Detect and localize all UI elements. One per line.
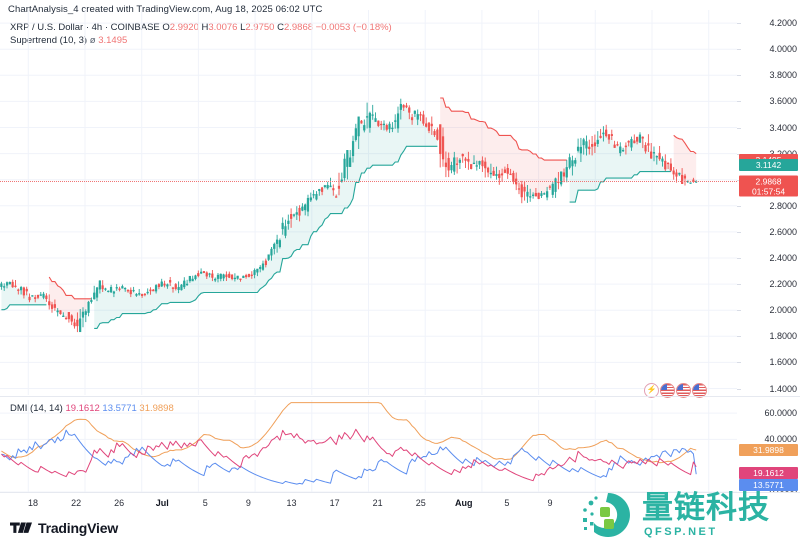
price-scale-tick-mark bbox=[737, 336, 741, 338]
high-value: 3.0076 bbox=[208, 22, 238, 33]
lightning-icon[interactable]: ⚡ bbox=[644, 383, 659, 398]
us-flag-icon[interactable] bbox=[692, 383, 707, 398]
price-scale-tick-mark bbox=[737, 310, 741, 312]
time-scale-tick: 13 bbox=[286, 498, 297, 508]
price-scale-tick-mark bbox=[737, 258, 741, 259]
close-value: 2.9868 bbox=[283, 22, 314, 33]
price-scale-tick: 2.0000 bbox=[769, 305, 797, 316]
tradingview-mark-icon bbox=[10, 522, 32, 533]
time-scale-tick: 25 bbox=[415, 498, 426, 508]
price-scale-tick-mark bbox=[737, 205, 741, 207]
us-flag-icon[interactable] bbox=[676, 383, 691, 398]
pane-separator[interactable] bbox=[0, 396, 737, 397]
last-price-badge[interactable]: 2.9868 01:57:54 bbox=[739, 175, 798, 197]
time-scale-tick: Aug bbox=[455, 498, 473, 508]
time-scale-tick: 22 bbox=[71, 498, 82, 508]
dmi-plus-di-value: 19.1612 bbox=[65, 403, 100, 414]
price-scale-tick: 4.2000 bbox=[769, 18, 797, 29]
price-scale-tick: 1.8000 bbox=[769, 331, 797, 342]
price-scale-tick-mark bbox=[737, 127, 741, 129]
dmi-plus-di-badge[interactable]: 19.1612 bbox=[739, 466, 798, 479]
dmi-scale-tick: 40.0000 bbox=[764, 434, 797, 445]
dmi-legend: DMI (14, 14) 19.1612 13.5771 31.9898 bbox=[10, 403, 174, 414]
price-scale-tick: 2.2000 bbox=[769, 279, 797, 290]
open-value: 2.9920 bbox=[169, 22, 199, 33]
supertrend-legend-row: Supertrend (10, 3) ø 3.1495 bbox=[10, 34, 392, 47]
low-label: L bbox=[240, 22, 246, 33]
price-pane[interactable] bbox=[0, 10, 737, 395]
price-scale-tick: 1.4000 bbox=[769, 383, 797, 394]
supertrend-indicator-value: 3.1495 bbox=[98, 35, 128, 46]
price-scale-tick-mark bbox=[737, 75, 741, 77]
last-price-badge-value: 2.9868 bbox=[755, 176, 782, 187]
time-scale-tick: 18 bbox=[27, 498, 39, 508]
time-scale-tick: 9 bbox=[547, 498, 553, 508]
last-price-dotted-line bbox=[0, 181, 737, 183]
price-scale-tick: 3.8000 bbox=[769, 70, 797, 81]
price-scale-tick-mark bbox=[737, 23, 741, 25]
scale-pane-divider bbox=[737, 396, 800, 397]
us-flag-icon[interactable] bbox=[660, 383, 675, 398]
supertrend-indicator-name[interactable]: Supertrend (10, 3) bbox=[10, 35, 88, 46]
time-scale-tick: 26 bbox=[114, 498, 125, 508]
price-scale-tick: 2.6000 bbox=[769, 226, 797, 237]
price-scale-tick-mark bbox=[737, 49, 741, 51]
price-scale-tick: 4.0000 bbox=[769, 44, 797, 55]
price-scale-tick-mark bbox=[737, 388, 741, 390]
supertrend-lower-badge-value: 3.1142 bbox=[755, 159, 782, 170]
price-chart-svg bbox=[0, 10, 737, 395]
close-label: C bbox=[277, 22, 284, 33]
price-scale-tick: 3.2000 bbox=[769, 149, 797, 159]
dmi-minus-di-badge[interactable]: 13.5771 bbox=[739, 479, 798, 492]
price-scale-tick: 2.4000 bbox=[769, 253, 797, 263]
dmi-indicator-name[interactable]: DMI (14, 14) bbox=[10, 403, 63, 414]
time-scale-tick: 5 bbox=[202, 498, 208, 508]
low-value: 2.9750 bbox=[245, 22, 275, 33]
dmi-minus-di-value: 13.5771 bbox=[102, 403, 137, 414]
price-scale-tick: 3.4000 bbox=[769, 122, 797, 133]
price-scale-tick-mark bbox=[737, 101, 741, 103]
dmi-scale-tick: 60.0000 bbox=[764, 408, 797, 419]
time-scale-tick: Jul bbox=[155, 498, 169, 508]
qfsp-logo-icon bbox=[583, 493, 630, 537]
tradingview-wordmark: TradingView bbox=[38, 520, 119, 536]
qfsp-wordmark: 量链科技 QFSP.NET bbox=[642, 490, 770, 539]
qfsp-chinese-name: 量链科技 bbox=[642, 490, 770, 526]
time-scale-tick: 9 bbox=[245, 498, 251, 508]
dmi-adx-badge[interactable]: 31.9898 bbox=[739, 444, 798, 456]
created-with-caption: ChartAnalysis_4 created with TradingView… bbox=[8, 4, 323, 15]
price-scale[interactable]: 4.20004.00003.80003.60003.40003.20003.00… bbox=[737, 0, 800, 497]
countdown-timer: 01:57:54 bbox=[751, 186, 786, 197]
qfsp-watermark: 量链科技 QFSP.NET bbox=[578, 487, 770, 543]
tradingview-logo: TradingView bbox=[10, 520, 118, 536]
price-scale-tick: 3.6000 bbox=[769, 96, 797, 107]
price-change-value: −0.0053 (−0.18%) bbox=[315, 22, 392, 33]
time-scale-tick: 17 bbox=[329, 498, 340, 508]
price-scale-tick-mark bbox=[737, 362, 741, 364]
dmi-adx-badge-value: 31.9898 bbox=[753, 445, 784, 455]
time-scale-tick: 21 bbox=[372, 498, 383, 508]
dmi-plus-di-badge-value: 19.1612 bbox=[753, 467, 784, 478]
average-glyph-icon: ø bbox=[89, 35, 96, 46]
qfsp-domain: QFSP.NET bbox=[644, 526, 718, 538]
time-scale-tick: 5 bbox=[504, 498, 510, 508]
price-scale-tick: 1.6000 bbox=[769, 357, 797, 368]
price-scale-tick: 2.8000 bbox=[769, 200, 797, 211]
open-label: O bbox=[162, 22, 170, 33]
high-label: H bbox=[201, 22, 209, 33]
dmi-adx-value: 31.9898 bbox=[139, 403, 174, 414]
supertrend-lower-badge[interactable]: 3.1142 bbox=[739, 158, 798, 171]
dmi-minus-di-badge-value: 13.5771 bbox=[753, 480, 784, 491]
price-scale-tick-mark bbox=[737, 231, 741, 233]
economic-event-markers[interactable]: ⚡ bbox=[644, 383, 707, 398]
price-scale-tick-mark bbox=[737, 284, 741, 286]
